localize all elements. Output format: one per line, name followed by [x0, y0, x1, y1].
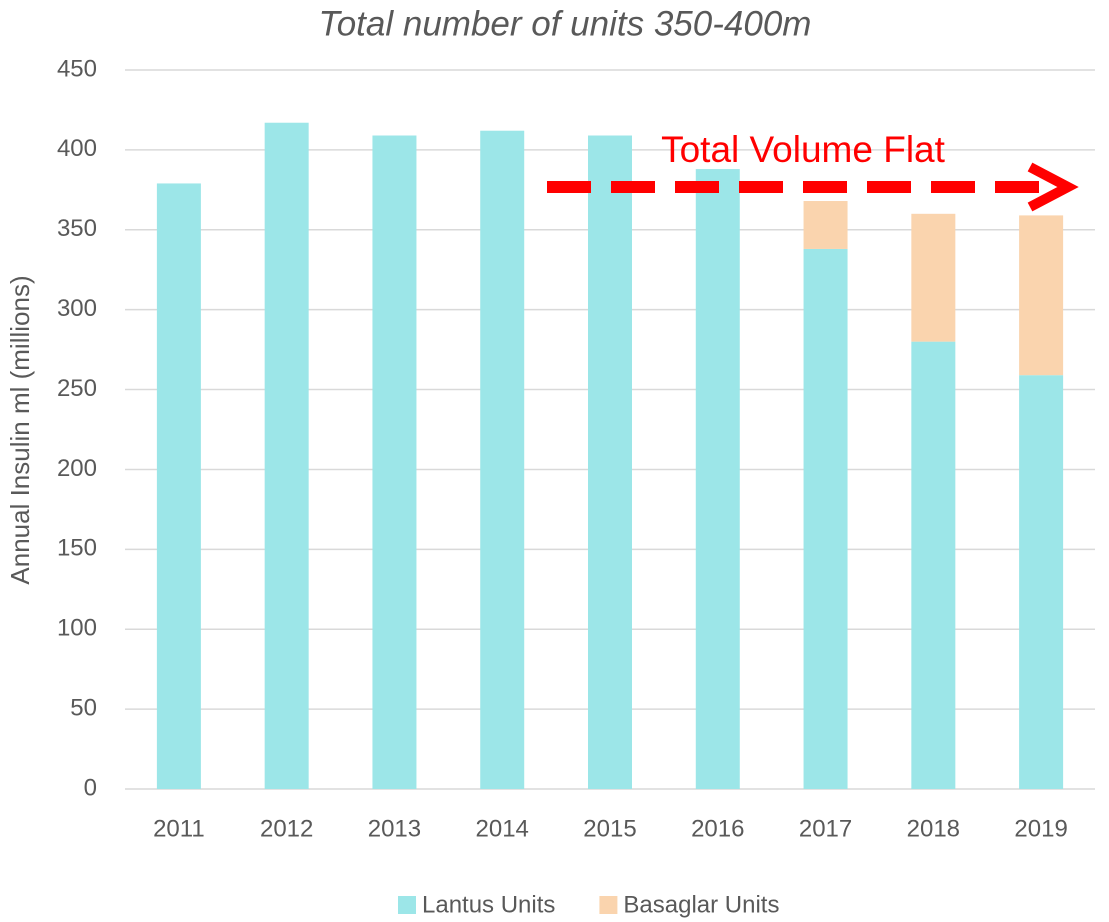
y-tick-label: 250	[57, 375, 97, 402]
y-tick-label: 50	[70, 694, 97, 721]
bar-segment	[803, 248, 848, 789]
annotation: Total Volume Flat	[661, 129, 946, 170]
y-tick-label: 450	[57, 55, 97, 82]
y-tick-label: 400	[57, 135, 97, 162]
y-tick-label: 200	[57, 455, 97, 482]
x-tick-label: 2018	[907, 815, 960, 842]
x-tick-label: 2017	[799, 815, 852, 842]
bar-segment	[1019, 375, 1064, 789]
y-axis-label: Annual Insulin ml (millions)	[5, 275, 35, 584]
y-tick-label: 0	[84, 774, 97, 801]
bar-segment	[156, 183, 201, 790]
bar-segment	[588, 135, 632, 789]
bar-segment	[1019, 215, 1064, 376]
legend-swatch	[398, 896, 416, 914]
y-tick-label: 100	[57, 615, 97, 642]
bar-segment	[480, 130, 525, 789]
x-tick-label: 2015	[583, 815, 636, 842]
bar-segment	[372, 135, 417, 789]
x-tick-label: 2019	[1014, 815, 1067, 842]
arrow-head	[1027, 162, 1079, 212]
legend-label: Basaglar Units	[623, 891, 779, 918]
chart-title: Total number of units 350-400m	[319, 4, 812, 43]
bar-segment	[264, 122, 309, 789]
bar-segment	[911, 213, 956, 342]
x-tick-label: 2013	[368, 815, 421, 842]
x-tick-label: 2012	[260, 815, 313, 842]
legend-label: Lantus Units	[422, 891, 555, 918]
x-tick-label: 2014	[476, 815, 529, 842]
bar-segment	[803, 201, 848, 249]
x-tick-label: 2011	[153, 815, 205, 842]
bar-segment	[695, 169, 740, 789]
y-tick-label: 350	[57, 215, 97, 242]
y-tick-label: 300	[57, 295, 97, 322]
bar-segment	[911, 341, 956, 789]
y-tick-label: 150	[57, 535, 97, 562]
x-tick-label: 2016	[691, 815, 744, 842]
legend-swatch	[599, 896, 618, 914]
